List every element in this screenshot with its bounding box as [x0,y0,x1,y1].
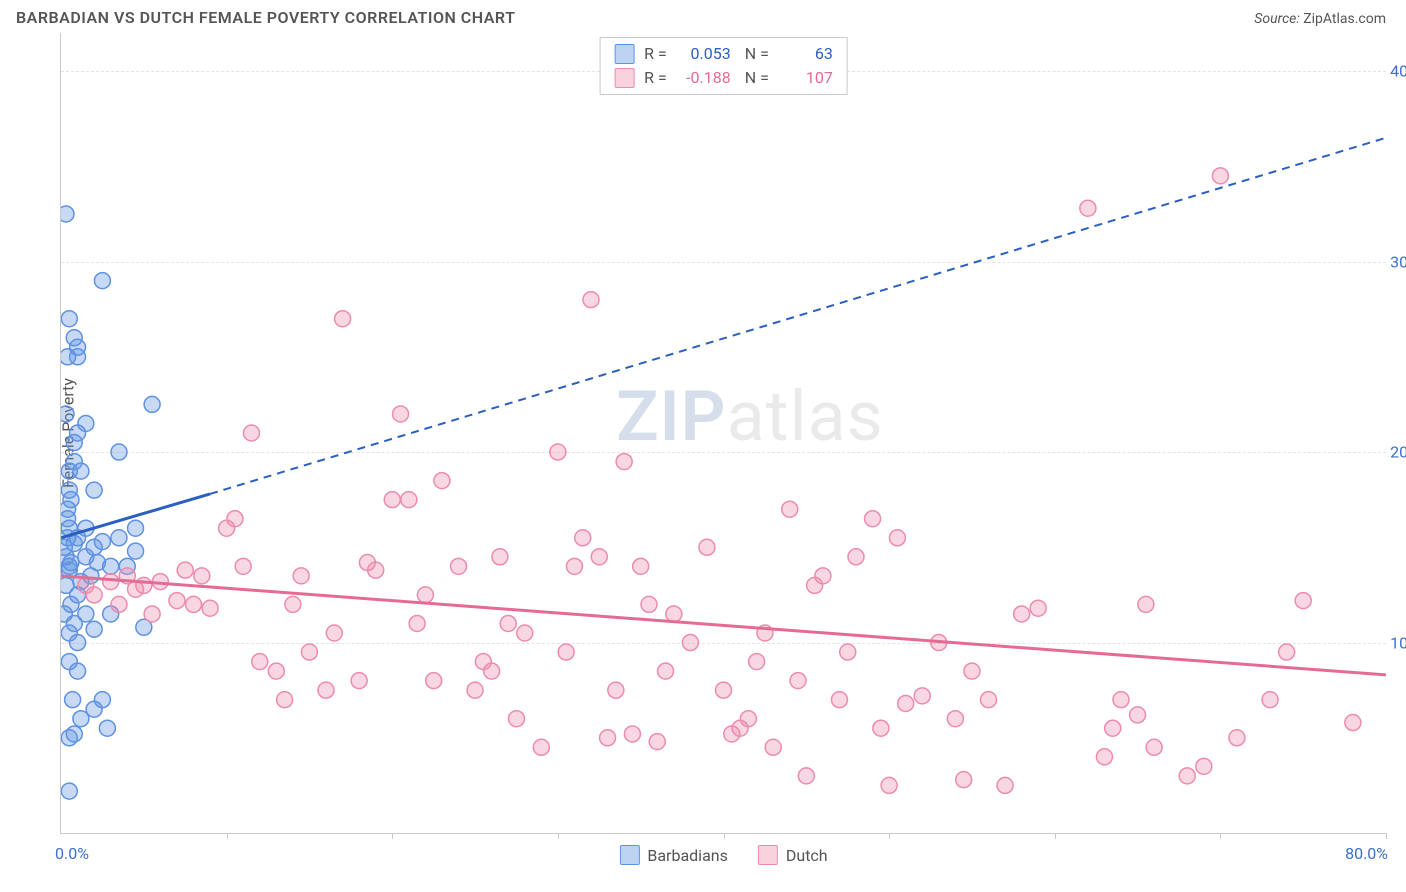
y-axis-label: Female Poverty [59,378,78,488]
r-value-barbadians: 0.053 [677,42,731,66]
y-tick-label: 40.0% [1390,62,1406,81]
chart-area: Female Poverty ZIPatlas R = 0.053 N = 63… [60,33,1386,834]
y-tick-label: 30.0% [1390,252,1406,271]
chart-title: BARBADIAN VS DUTCH FEMALE POVERTY CORREL… [16,8,515,27]
y-tick-label: 10.0% [1390,633,1406,652]
series-legend: Barbadians Dutch [619,845,827,865]
legend-item-dutch: Dutch [758,845,828,865]
source-attribution: Source: ZipAtlas.com [1254,11,1386,27]
y-tick-label: 20.0% [1390,443,1406,462]
r-value-dutch: -0.188 [677,66,731,90]
stats-row-dutch: R = -0.188 N = 107 [614,66,833,90]
stats-legend-box: R = 0.053 N = 63 R = -0.188 N = 107 [599,37,848,95]
n-value-barbadians: 63 [779,42,833,66]
stats-row-barbadians: R = 0.053 N = 63 [614,42,833,66]
x-origin-label: 0.0% [55,844,89,863]
x-max-label: 80.0% [1345,844,1388,863]
plot-svg [61,33,1386,833]
watermark: ZIPatlas [616,376,884,458]
n-value-dutch: 107 [779,66,833,90]
legend-item-barbadians: Barbadians [619,845,728,865]
